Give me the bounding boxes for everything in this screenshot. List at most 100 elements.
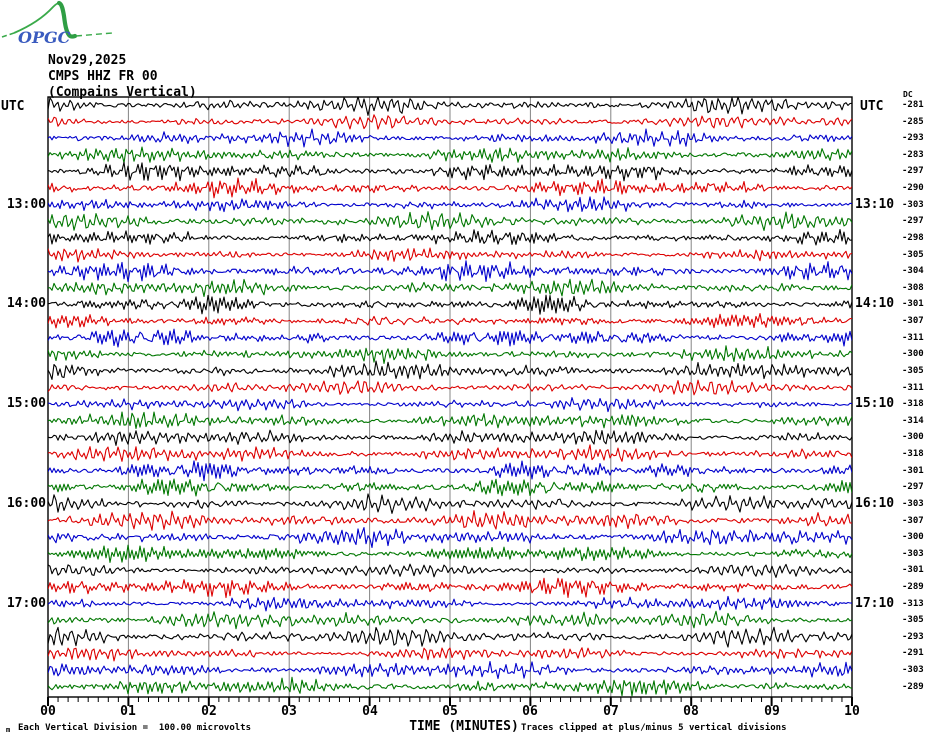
footer-scale-text: Each Vertical Division = 100.00 microvol… [18,723,251,733]
utc-header-left: UTC [1,99,25,114]
trace-row-1430 [48,345,852,364]
trace-row-1310 [48,211,852,232]
hour-label-left: 17:00 [6,596,46,611]
hour-label-left: 16:00 [6,496,46,511]
dc-value: -297 [902,166,924,176]
dc-value: -298 [902,233,924,243]
trace-row-1730 [48,647,852,662]
trace-row-1640 [48,563,852,578]
trace-row-1230 [48,146,852,164]
dc-value: -293 [902,632,924,642]
dc-value: -285 [902,117,924,127]
trace-row-1440 [48,360,852,380]
dc-value: -297 [902,216,924,226]
logo-curve-peak [56,0,78,39]
trace-row-1630 [48,544,852,563]
dc-value: -291 [902,648,924,658]
x-axis-label: TIME (MINUTES) [409,719,519,734]
trace-row-1650 [48,577,852,599]
x-tick-label: 04 [362,704,378,719]
trace-row-1400 [48,294,852,315]
trace-row-1300 [48,196,852,213]
x-tick-label: 03 [281,704,297,719]
dc-value: -301 [902,466,924,476]
trace-row-1610 [48,510,852,531]
dc-value: -311 [902,383,924,393]
dc-value: -314 [902,416,924,426]
trace-row-1210 [48,114,852,130]
dc-value: -307 [902,316,924,326]
trace-row-1410 [48,312,852,329]
trace-row-1600 [48,493,852,514]
title-subtitle: (Compains Vertical) [48,85,197,100]
hour-label-right: 17:10 [855,596,895,611]
trace-row-1420 [48,328,852,348]
trace-row-1550 [48,478,852,497]
trace-row-1620 [48,527,852,549]
dc-value: -290 [902,183,924,193]
dc-value: -297 [902,482,924,492]
x-tick-label: 05 [442,704,458,719]
trace-row-1450 [48,379,852,396]
hour-label-right: 15:10 [855,396,895,411]
dc-value: -300 [902,432,924,442]
trace-row-1330 [48,247,852,263]
hour-label-left: 13:00 [6,197,46,212]
trace-row-1340 [48,260,852,283]
hour-label-left: 15:00 [6,396,46,411]
dc-value: -281 [902,100,924,110]
dc-value: -301 [902,299,924,309]
title-station: CMPS HHZ FR 00 [48,69,158,84]
trace-row-1200 [48,97,852,116]
x-tick-label: 07 [603,704,619,719]
trace-row-1700 [48,595,852,612]
dc-value: -307 [902,516,924,526]
dc-value: -283 [902,150,924,160]
dc-value: -289 [902,582,924,592]
trace-row-1240 [48,161,852,182]
trace-row-1350 [48,278,852,298]
footer-clip-text: Traces clipped at plus/minus 5 vertical … [521,723,787,733]
logo-curve-tail-right [75,32,113,37]
utc-header-right: UTC [860,99,884,114]
x-tick-label: 08 [683,704,699,719]
trace-row-1320 [48,228,852,246]
hour-label-right: 13:10 [855,197,895,212]
trace-row-1530 [48,444,852,462]
dc-value: -300 [902,349,924,359]
trace-row-1220 [48,128,852,148]
dc-value: -303 [902,499,924,509]
trace-row-1500 [48,397,852,413]
trace-row-1540 [48,460,852,482]
logo-text: OPGC [18,28,71,47]
dc-value: -303 [902,665,924,675]
dc-value: -308 [902,283,924,293]
hour-label-right: 14:10 [855,296,895,311]
traces-group [48,97,852,697]
dc-value: -304 [902,266,924,276]
dc-column-header: DC [903,90,913,99]
trace-row-1750 [48,676,852,697]
trace-row-1710 [48,610,852,630]
dc-value: -301 [902,565,924,575]
dc-value: -318 [902,399,924,409]
x-tick-label: 06 [522,704,538,719]
dc-value: -311 [902,333,924,343]
trace-row-1520 [48,429,852,446]
hour-label-left: 14:00 [6,296,46,311]
scale-glyph: m [6,726,11,734]
x-tick-label: 00 [40,704,56,719]
dc-value: -313 [902,599,924,609]
dc-value: -293 [902,133,924,143]
logo-curve-tail-left [1,32,15,38]
dc-value: -305 [902,615,924,625]
opgc-logo: OPGC [1,0,113,47]
title-date: Nov29,2025 [48,53,127,68]
trace-row-1720 [48,626,852,648]
dc-value: -289 [902,682,924,692]
x-tick-label: 10 [844,704,860,719]
dc-value: -303 [902,200,924,210]
x-tick-label: 09 [764,704,780,719]
hour-label-right: 16:10 [855,496,895,511]
